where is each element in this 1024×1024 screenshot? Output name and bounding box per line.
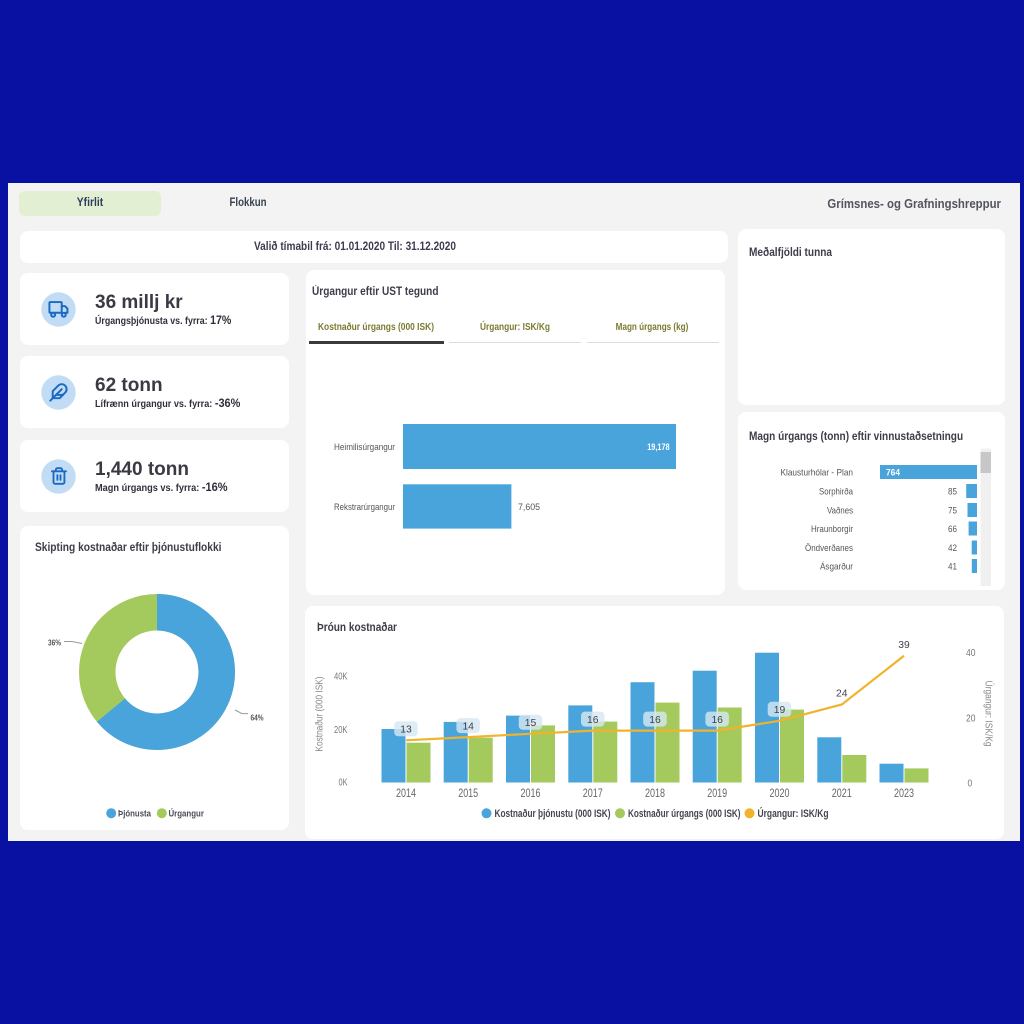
svg-text:39: 39 [898,639,910,651]
svg-text:16: 16 [587,714,599,726]
svg-text:764: 764 [886,468,901,479]
svg-text:2017: 2017 [583,788,603,800]
svg-text:40K: 40K [334,671,348,683]
svg-text:Öndverðanes: Öndverðanes [805,543,853,554]
svg-text:66: 66 [948,524,957,535]
svg-text:16: 16 [711,714,723,726]
svg-text:2019: 2019 [707,788,727,800]
svg-text:42: 42 [948,543,957,554]
svg-text:41: 41 [948,562,957,573]
svg-text:7,605: 7,605 [518,502,540,512]
svg-text:Kostnaður þjónustu (000 ISK): Kostnaður þjónustu (000 ISK) [495,808,611,820]
svg-text:Kostnaður (000 ISK): Kostnaður (000 ISK) [314,677,326,752]
svg-text:19: 19 [774,704,786,716]
svg-text:20K: 20K [334,724,348,736]
svg-text:Úrgangur: Úrgangur [169,808,205,819]
svg-text:14: 14 [462,720,474,732]
svg-text:0K: 0K [339,777,348,789]
svg-text:2018: 2018 [645,788,665,800]
svg-text:Ásgarður: Ásgarður [820,562,853,573]
svg-text:15: 15 [525,717,537,729]
svg-text:Úrgangur: ISK/Kg: Úrgangur: ISK/Kg [758,807,829,820]
svg-text:64%: 64% [251,713,264,723]
svg-text:Sorphirða: Sorphirða [819,487,854,498]
svg-text:2021: 2021 [832,788,852,800]
svg-text:36%: 36% [48,638,61,648]
svg-text:Klausturhólar - Plan: Klausturhólar - Plan [781,468,854,479]
svg-text:40: 40 [966,647,976,659]
svg-text:19,178: 19,178 [647,442,669,452]
svg-text:16: 16 [649,714,661,726]
svg-text:Heimilisúrgangur: Heimilisúrgangur [334,442,395,453]
svg-text:85: 85 [948,487,957,498]
svg-text:13: 13 [400,724,412,736]
svg-text:Þjónusta: Þjónusta [118,809,152,819]
svg-text:2015: 2015 [458,788,478,800]
svg-text:24: 24 [836,688,848,700]
svg-text:Hraunborgir: Hraunborgir [811,524,853,535]
svg-text:Kostnaður úrgangs (000 ISK): Kostnaður úrgangs (000 ISK) [628,808,741,820]
svg-text:2016: 2016 [521,788,541,800]
svg-text:Úrgangur: ISK/Kg: Úrgangur: ISK/Kg [982,681,995,747]
svg-text:2020: 2020 [770,788,790,800]
svg-text:75: 75 [948,506,957,517]
svg-text:2014: 2014 [396,788,416,800]
svg-text:2023: 2023 [894,788,914,800]
svg-text:Vaðnes: Vaðnes [827,506,853,517]
svg-text:Rekstrarúrgangur: Rekstrarúrgangur [334,502,395,513]
svg-text:20: 20 [966,712,976,724]
svg-text:0: 0 [968,777,973,789]
